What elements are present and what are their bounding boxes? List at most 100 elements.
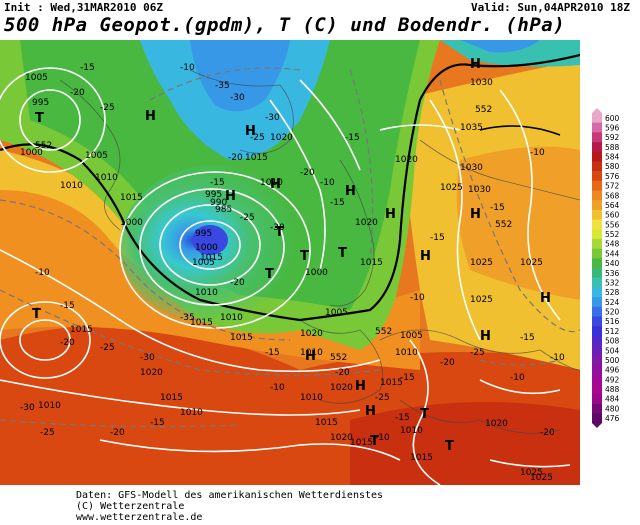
isobar-value-label: 995 [205, 190, 222, 200]
isobar-value-label: 1015 [120, 193, 143, 203]
legend-swatch [592, 161, 602, 172]
legend-swatch [592, 219, 602, 230]
pressure-center-symbol: H [270, 177, 281, 192]
geopot-552-line [0, 53, 580, 322]
legend-label: 504 [605, 346, 620, 355]
legend-arrow-bottom [592, 423, 602, 428]
legend-label: 584 [605, 153, 620, 162]
isotherm-value-label: -20 [540, 428, 555, 438]
isobar-value-label: 1025 [470, 258, 493, 268]
isotherm-value-label: -15 [430, 233, 445, 243]
isotherm-value-label: -25 [250, 133, 265, 143]
footer-copyright: (C) Wetterzentrale [76, 501, 185, 512]
color-legend: 6005965925885845805765725685645605565525… [592, 108, 620, 428]
legend-label: 496 [605, 366, 620, 375]
isobar-value-label: 1010 [300, 348, 323, 358]
legend-swatch [592, 238, 602, 249]
geopotential-value-label: 552 [35, 141, 52, 151]
isobar-value-label: 990 [210, 198, 227, 208]
isobar-value-label: 1020 [140, 368, 163, 378]
legend-swatch [592, 413, 602, 424]
isotherm-value-label: -15 [400, 373, 415, 383]
legend-label: 544 [605, 249, 620, 258]
isobar-value-label: 1010 [180, 408, 203, 418]
isobar-value-label: 1000 [195, 243, 218, 253]
isobar-value-label: 1005 [400, 331, 423, 341]
isobar-value-label: 1025 [530, 473, 553, 483]
isobar-value-label: 1015 [410, 453, 433, 463]
isobar-value-label: 985 [215, 205, 232, 215]
isobar-value-label: 1020 [395, 155, 418, 165]
legend-label: 492 [605, 375, 620, 384]
isobar-value-label: 1020 [300, 329, 323, 339]
isotherm-value-label: -15 [265, 348, 280, 358]
pressure-center-symbol: T [35, 111, 44, 126]
legend-label: 572 [605, 182, 620, 191]
isobar-value-label: 1015 [70, 325, 93, 335]
isotherm-value-label: -30 [230, 93, 245, 103]
isotherm-value-label: -30 [265, 113, 280, 123]
isobar-value-label: 1035 [460, 123, 483, 133]
legend-label: 528 [605, 288, 620, 297]
isotherm-value-label: -25 [470, 348, 485, 358]
isobar-value-label: 1015 [160, 393, 183, 403]
legend-swatch [592, 248, 602, 259]
pressure-center-symbol: H [305, 349, 316, 364]
legend-label: 516 [605, 317, 620, 326]
legend-swatch [592, 277, 602, 288]
isobars [0, 67, 571, 485]
isobar-value-label: 1010 [395, 348, 418, 358]
isotherm-value-label: -10 [530, 148, 545, 158]
legend-swatch [592, 200, 602, 211]
isotherm-value-label: -20 [335, 368, 350, 378]
legend-arrow-top [592, 108, 602, 113]
isotherm-value-label: -10 [410, 293, 425, 303]
isobar-value-label: 1015 [315, 418, 338, 428]
legend-label: 508 [605, 337, 620, 346]
legend-label: 588 [605, 143, 620, 152]
isotherm-value-label: -25 [375, 393, 390, 403]
isobar-value-label: 1010 [400, 426, 423, 436]
isotherm-value-label: -10 [180, 63, 195, 73]
isobar-value-label: 1020 [330, 383, 353, 393]
pressure-center-symbol: H [540, 291, 551, 306]
pressure-center-symbol: H [470, 57, 481, 72]
isotherm-value-label: -20 [228, 153, 243, 163]
legend-label: 480 [605, 404, 620, 413]
pressure-center-symbol: H [385, 207, 396, 222]
legend-swatch [592, 287, 602, 298]
legend-label: 484 [605, 395, 620, 404]
isotherm-value-label: -20 [60, 338, 75, 348]
legend-label: 556 [605, 220, 620, 229]
legend-label: 580 [605, 162, 620, 171]
legend-swatch [592, 190, 602, 201]
legend-swatch [592, 374, 602, 385]
pressure-center-symbol: T [265, 267, 274, 282]
isotherm-value-label: -10 [320, 178, 335, 188]
isobar-value-label: 1015 [190, 318, 213, 328]
isobar-value-label: 1015 [245, 153, 268, 163]
isobar-value-label: 1010 [220, 313, 243, 323]
legend-swatch [592, 180, 602, 191]
isobar-value-label: 1015 [200, 253, 223, 263]
init-time: Init : Wed,31MAR2010 06Z [4, 1, 163, 14]
orange-zone-east [456, 146, 580, 300]
isobar-value-label: 1010 [38, 401, 61, 411]
legend-label: 568 [605, 191, 620, 200]
isotherm-value-label: -20 [70, 88, 85, 98]
isobar-value-label: 1005 [325, 308, 348, 318]
cold-patch-northeast [440, 40, 580, 67]
pressure-center-symbol: T [275, 225, 284, 240]
cold-patch-northeast-core [460, 40, 540, 53]
legend-swatch [592, 364, 602, 375]
legend-label: 520 [605, 308, 620, 317]
isotherm-value-label: -15 [330, 198, 345, 208]
legend-label: 564 [605, 201, 620, 210]
geopotential-value-label: 552 [375, 327, 392, 337]
isobar-value-label: 1010 [195, 288, 218, 298]
isotherm-value-label: -10 [510, 373, 525, 383]
valid-time: Valid: Sun,04APR2010 18Z [471, 1, 630, 14]
isobar-value-label: 1025 [520, 468, 543, 478]
pressure-center-symbol: T [445, 439, 454, 454]
footer-source: Daten: GFS-Modell des amerikanischen Wet… [76, 490, 384, 501]
